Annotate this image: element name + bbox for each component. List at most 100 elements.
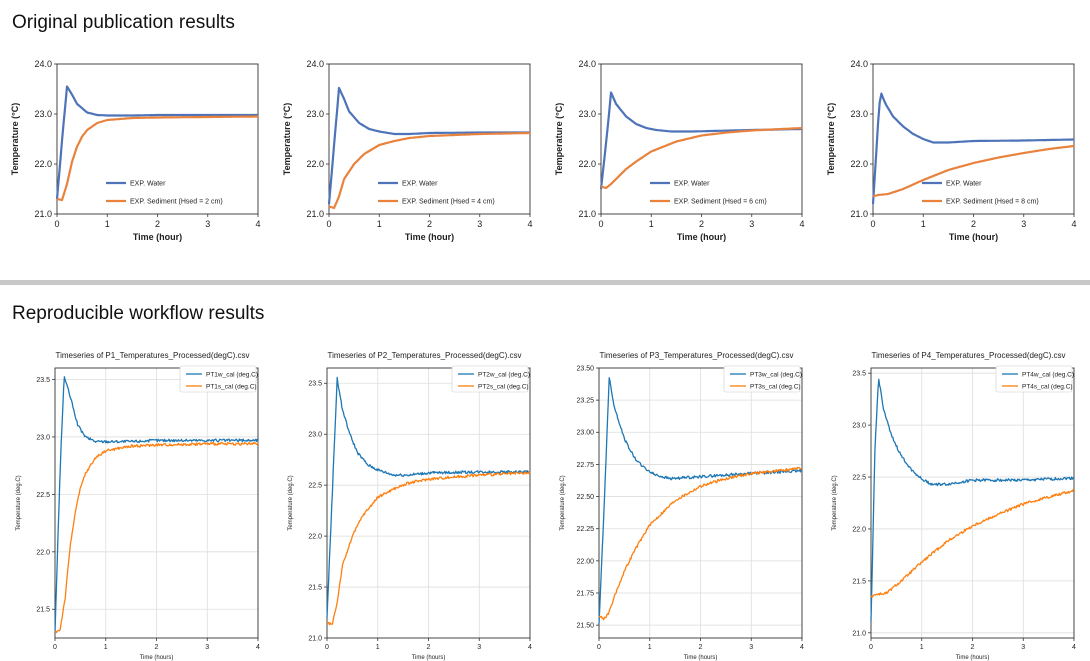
y-tick-label: 21.5 xyxy=(36,607,50,614)
chart-repro-p2: Timeseries of P2_Temperatures_Processed(… xyxy=(272,346,544,661)
x-tick-label: 1 xyxy=(376,644,380,651)
x-tick-label: 4 xyxy=(799,219,804,229)
y-tick-label: 23.0 xyxy=(34,109,52,119)
y-tick-label: 22.25 xyxy=(576,526,594,533)
x-axis-label: Time (hour) xyxy=(405,232,454,242)
y-tick-label: 21.0 xyxy=(306,209,324,219)
x-tick-label: 0 xyxy=(870,219,875,229)
x-tick-label: 2 xyxy=(971,644,975,651)
x-tick-label: 1 xyxy=(920,644,924,651)
legend-label: EXP. Sediment (Hsed = 6 cm) xyxy=(674,198,767,205)
y-tick-label: 22.0 xyxy=(306,159,324,169)
plot-frame xyxy=(329,64,530,214)
legend-label: PT3s_cal (deg.C) xyxy=(750,383,801,390)
chart-repro-p4: Timeseries of P4_Temperatures_Processed(… xyxy=(816,346,1088,661)
y-axis-label: Temperature (°C) xyxy=(282,103,292,175)
chart-original-hsed-8cm: 21.0 22.0 23.0 24.0 0 1 2 3 4 EXP. Water EXP. Sedi… xyxy=(816,50,1088,256)
y-tick-label: 21.0 xyxy=(34,209,52,219)
section-title-reproducible: Reproducible workflow results xyxy=(12,303,264,325)
y-tick-label: 21.75 xyxy=(576,590,594,597)
x-axis-label: Time (hours) xyxy=(684,655,718,661)
chart-original-hsed-6cm: 21.0 22.0 23.0 24.0 0 1 2 3 4 EXP. Water EXP. Sedi… xyxy=(544,50,816,256)
y-tick-label: 22.5 xyxy=(852,474,866,481)
x-tick-label: 0 xyxy=(53,644,57,651)
x-tick-label: 4 xyxy=(255,219,260,229)
x-tick-label: 3 xyxy=(1021,644,1025,651)
x-tick-label: 0 xyxy=(597,644,601,651)
legend-label: EXP. Water xyxy=(402,180,438,187)
y-tick-label: 21.0 xyxy=(852,630,866,637)
y-tick-label: 24.0 xyxy=(850,59,868,69)
y-tick-label: 23.00 xyxy=(576,430,594,437)
legend-label: PT1s_cal (deg.C) xyxy=(206,383,257,390)
y-tick-label: 22.5 xyxy=(308,483,322,490)
section-title-original: Original publication results xyxy=(12,12,235,34)
x-tick-label: 4 xyxy=(527,219,532,229)
x-tick-label: 4 xyxy=(800,644,804,651)
y-axis-label: Temperature (°C) xyxy=(10,103,20,175)
chart-title: Timeseries of P3_Temperatures_Processed(… xyxy=(599,351,793,360)
chart-title: Timeseries of P4_Temperatures_Processed(… xyxy=(871,351,1065,360)
x-tick-label: 4 xyxy=(1072,644,1076,651)
legend-label: EXP. Water xyxy=(674,180,710,187)
x-tick-label: 2 xyxy=(155,219,160,229)
y-tick-label: 22.0 xyxy=(34,159,52,169)
x-axis-label: Time (hours) xyxy=(140,655,174,661)
plot-frame xyxy=(57,64,258,214)
y-tick-label: 22.0 xyxy=(36,549,50,556)
x-tick-label: 1 xyxy=(377,219,382,229)
y-axis-label: Temperature (deg.C) xyxy=(16,475,22,530)
x-tick-label: 4 xyxy=(1071,219,1076,229)
x-tick-label: 0 xyxy=(326,219,331,229)
x-tick-label: 2 xyxy=(427,219,432,229)
chart-title: Timeseries of P2_Temperatures_Processed(… xyxy=(327,351,521,360)
y-tick-label: 21.5 xyxy=(308,585,322,592)
series-line-sediment xyxy=(873,146,1074,197)
y-tick-label: 22.0 xyxy=(852,526,866,533)
x-tick-label: 1 xyxy=(648,644,652,651)
x-tick-label: 2 xyxy=(699,219,704,229)
x-tick-label: 2 xyxy=(699,644,703,651)
y-tick-label: 23.0 xyxy=(850,109,868,119)
x-axis-label: Time (hours) xyxy=(412,655,446,661)
y-tick-label: 21.50 xyxy=(576,623,594,630)
x-tick-label: 3 xyxy=(749,219,754,229)
y-axis-label: Temperature (deg.C) xyxy=(560,475,566,530)
x-tick-label: 0 xyxy=(325,644,329,651)
y-tick-label: 23.0 xyxy=(578,109,596,119)
section-divider xyxy=(0,280,1090,285)
legend-label: PT3w_cal (deg.C) xyxy=(750,371,802,378)
x-tick-label: 3 xyxy=(477,219,482,229)
chart-repro-p3: Timeseries of P3_Temperatures_Processed(… xyxy=(544,346,816,661)
y-axis-label: Temperature (deg.C) xyxy=(832,475,838,530)
chart-repro-p1: Timeseries of P1_Temperatures_Processed(… xyxy=(0,346,272,661)
legend-label: EXP. Water xyxy=(130,180,166,187)
y-axis-label: Temperature (deg.C) xyxy=(288,475,294,530)
legend-label: PT2w_cal (deg.C) xyxy=(478,371,530,378)
y-tick-label: 22.0 xyxy=(850,159,868,169)
y-tick-label: 21.5 xyxy=(852,578,866,585)
x-tick-label: 0 xyxy=(54,219,59,229)
x-tick-label: 2 xyxy=(971,219,976,229)
y-axis-label: Temperature (°C) xyxy=(826,103,836,175)
x-axis-label: Time (hour) xyxy=(677,232,726,242)
y-tick-label: 21.0 xyxy=(578,209,596,219)
series-line-sediment xyxy=(57,117,258,201)
legend-label: EXP. Sediment (Hsed = 8 cm) xyxy=(946,198,1039,205)
legend-label: PT4w_cal (deg.C) xyxy=(1022,371,1074,378)
x-axis-label: Time (hour) xyxy=(949,232,998,242)
legend-label: PT2s_cal (deg.C) xyxy=(478,383,529,390)
legend-label: EXP. Water xyxy=(946,180,982,187)
y-tick-label: 21.0 xyxy=(308,635,322,642)
chart-original-hsed-4cm: 21.0 22.0 23.0 24.0 0 1 2 3 4 EXP. Water EXP. Sedi… xyxy=(272,50,544,256)
y-tick-label: 24.0 xyxy=(34,59,52,69)
y-tick-label: 23.5 xyxy=(852,371,866,378)
chart-original-hsed-2cm: 21.0 22.0 23.0 24.0 0 1 2 3 4 EXP. Water EXP. Sedi… xyxy=(0,50,272,256)
x-tick-label: 3 xyxy=(1021,219,1026,229)
plot-frame xyxy=(601,64,802,214)
y-tick-label: 24.0 xyxy=(306,59,324,69)
y-tick-label: 23.5 xyxy=(308,381,322,388)
y-tick-label: 23.0 xyxy=(852,423,866,430)
y-tick-label: 22.0 xyxy=(308,534,322,541)
x-tick-label: 3 xyxy=(749,644,753,651)
